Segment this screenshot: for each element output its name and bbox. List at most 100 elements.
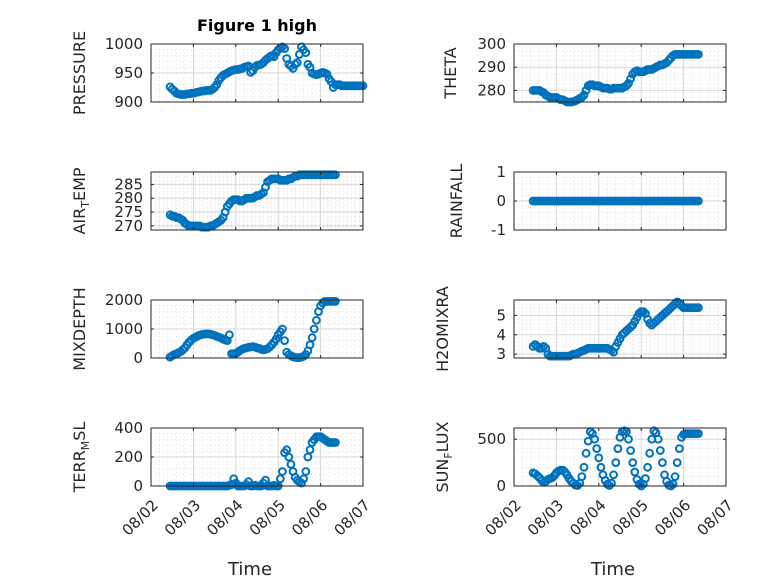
data-point xyxy=(626,446,635,455)
axes-box xyxy=(513,43,727,103)
data-point xyxy=(694,196,703,206)
data-point xyxy=(590,434,599,444)
x-tick-label: 08/02 xyxy=(481,496,524,539)
data-point xyxy=(229,474,239,484)
axes-box xyxy=(150,171,364,231)
x-tick-label: 08/03 xyxy=(524,496,567,539)
data-point xyxy=(244,477,253,487)
axes-terr_msl: 0 200 400 TERRMSL 08/02 08/03 08/04 08/05 08/06 0… xyxy=(70,419,374,580)
data-point xyxy=(265,342,275,352)
data-point xyxy=(581,86,591,95)
x-tick-label: 08/06 xyxy=(651,496,694,539)
x-tick-label: 08/03 xyxy=(161,496,204,539)
data-point xyxy=(613,444,623,454)
y-axis-label: MIXDEPTH xyxy=(70,287,89,370)
y-axis-label: THETA xyxy=(441,47,460,99)
y-tick-label: 275 xyxy=(114,203,143,221)
data-point xyxy=(286,459,296,469)
y-axis-label: H2OMIXRA xyxy=(433,286,452,372)
data-point xyxy=(624,434,633,444)
data-point xyxy=(280,336,290,346)
data-point xyxy=(653,434,663,444)
y-tick-label: 300 xyxy=(477,35,506,53)
y-tick-label: -1 xyxy=(491,221,506,239)
data-point xyxy=(672,458,682,468)
data-point xyxy=(645,448,655,458)
x-axis-label: Time xyxy=(227,559,272,580)
data-point xyxy=(607,478,616,488)
data-point xyxy=(577,472,587,482)
y-tick-label: 4 xyxy=(496,326,506,344)
axes-mixdepth: 0 1000 2000 MIXDEPTH xyxy=(70,287,364,371)
axes-theta: 280 290 300 THETA xyxy=(441,35,727,107)
y-tick-label: 0 xyxy=(133,477,143,495)
data-point xyxy=(581,448,591,458)
data-point xyxy=(675,444,684,454)
data-point xyxy=(309,324,319,334)
axes-h2omixra: 34 5 H2OMIXRA xyxy=(433,286,727,372)
x-tick-label: 08/02 xyxy=(118,496,161,539)
y-tick-label: 290 xyxy=(477,58,506,76)
y-tick-label: 0 xyxy=(133,349,143,367)
data-point xyxy=(658,458,667,468)
chart-title: Figure 1 high xyxy=(197,16,317,35)
data-point xyxy=(668,479,678,489)
data-point xyxy=(312,315,321,325)
y-tick-label: 280 xyxy=(114,189,143,207)
data-point xyxy=(322,69,332,79)
data-point xyxy=(641,474,650,483)
data-point xyxy=(628,458,638,468)
y-tick-label: 200 xyxy=(114,448,143,466)
data-point xyxy=(630,467,640,477)
y-tick-label: 3 xyxy=(496,345,506,363)
data-point xyxy=(307,333,317,343)
data-point xyxy=(592,444,602,454)
axes-box xyxy=(513,427,727,487)
data-point xyxy=(694,50,703,59)
data-point xyxy=(632,475,642,484)
data-point xyxy=(331,438,340,447)
data-point xyxy=(596,462,606,472)
data-point xyxy=(655,446,665,455)
y-tick-label: 285 xyxy=(114,175,143,193)
data-point xyxy=(278,467,287,476)
data-point xyxy=(643,462,652,472)
data-point xyxy=(284,452,294,462)
x-tick-label: 08/05 xyxy=(609,496,652,539)
x-tick-label: 08/05 xyxy=(246,496,289,539)
data-point xyxy=(331,297,340,306)
data-point xyxy=(301,48,311,58)
x-tick-label: 08/04 xyxy=(203,496,246,539)
data-point xyxy=(611,458,621,468)
data-point xyxy=(305,445,315,455)
y-tick-label: 280 xyxy=(477,81,506,99)
data-point xyxy=(609,470,618,480)
data-point xyxy=(292,58,302,67)
y-tick-label: 1000 xyxy=(105,320,143,338)
data-point xyxy=(301,467,311,476)
data-point xyxy=(280,44,290,53)
data-point xyxy=(579,462,589,472)
data-point xyxy=(594,453,604,463)
y-tick-label: 1000 xyxy=(105,35,143,53)
y-tick-label: 5 xyxy=(496,306,506,324)
x-tick-label: 08/07 xyxy=(330,496,373,539)
data-point xyxy=(694,303,703,313)
y-tick-label: 0 xyxy=(496,477,506,495)
data-point xyxy=(331,170,340,180)
x-tick-label: 08/04 xyxy=(566,496,609,539)
x-axis-label: Time xyxy=(590,559,635,580)
data-point xyxy=(694,429,703,439)
data-point xyxy=(670,472,680,482)
data-point xyxy=(275,474,285,484)
y-tick-label: 400 xyxy=(114,419,143,437)
data-point xyxy=(579,90,589,100)
axes-pressure: 900 950 1000 PRESSURE Figure 1 high xyxy=(70,16,368,115)
y-tick-label: 950 xyxy=(114,64,143,82)
y-axis-label: TERRMSL xyxy=(70,422,92,494)
axes-rainfall: -1 0 1 RAINFALL xyxy=(447,163,727,239)
data-point xyxy=(271,334,281,344)
y-tick-label: 500 xyxy=(477,430,506,448)
